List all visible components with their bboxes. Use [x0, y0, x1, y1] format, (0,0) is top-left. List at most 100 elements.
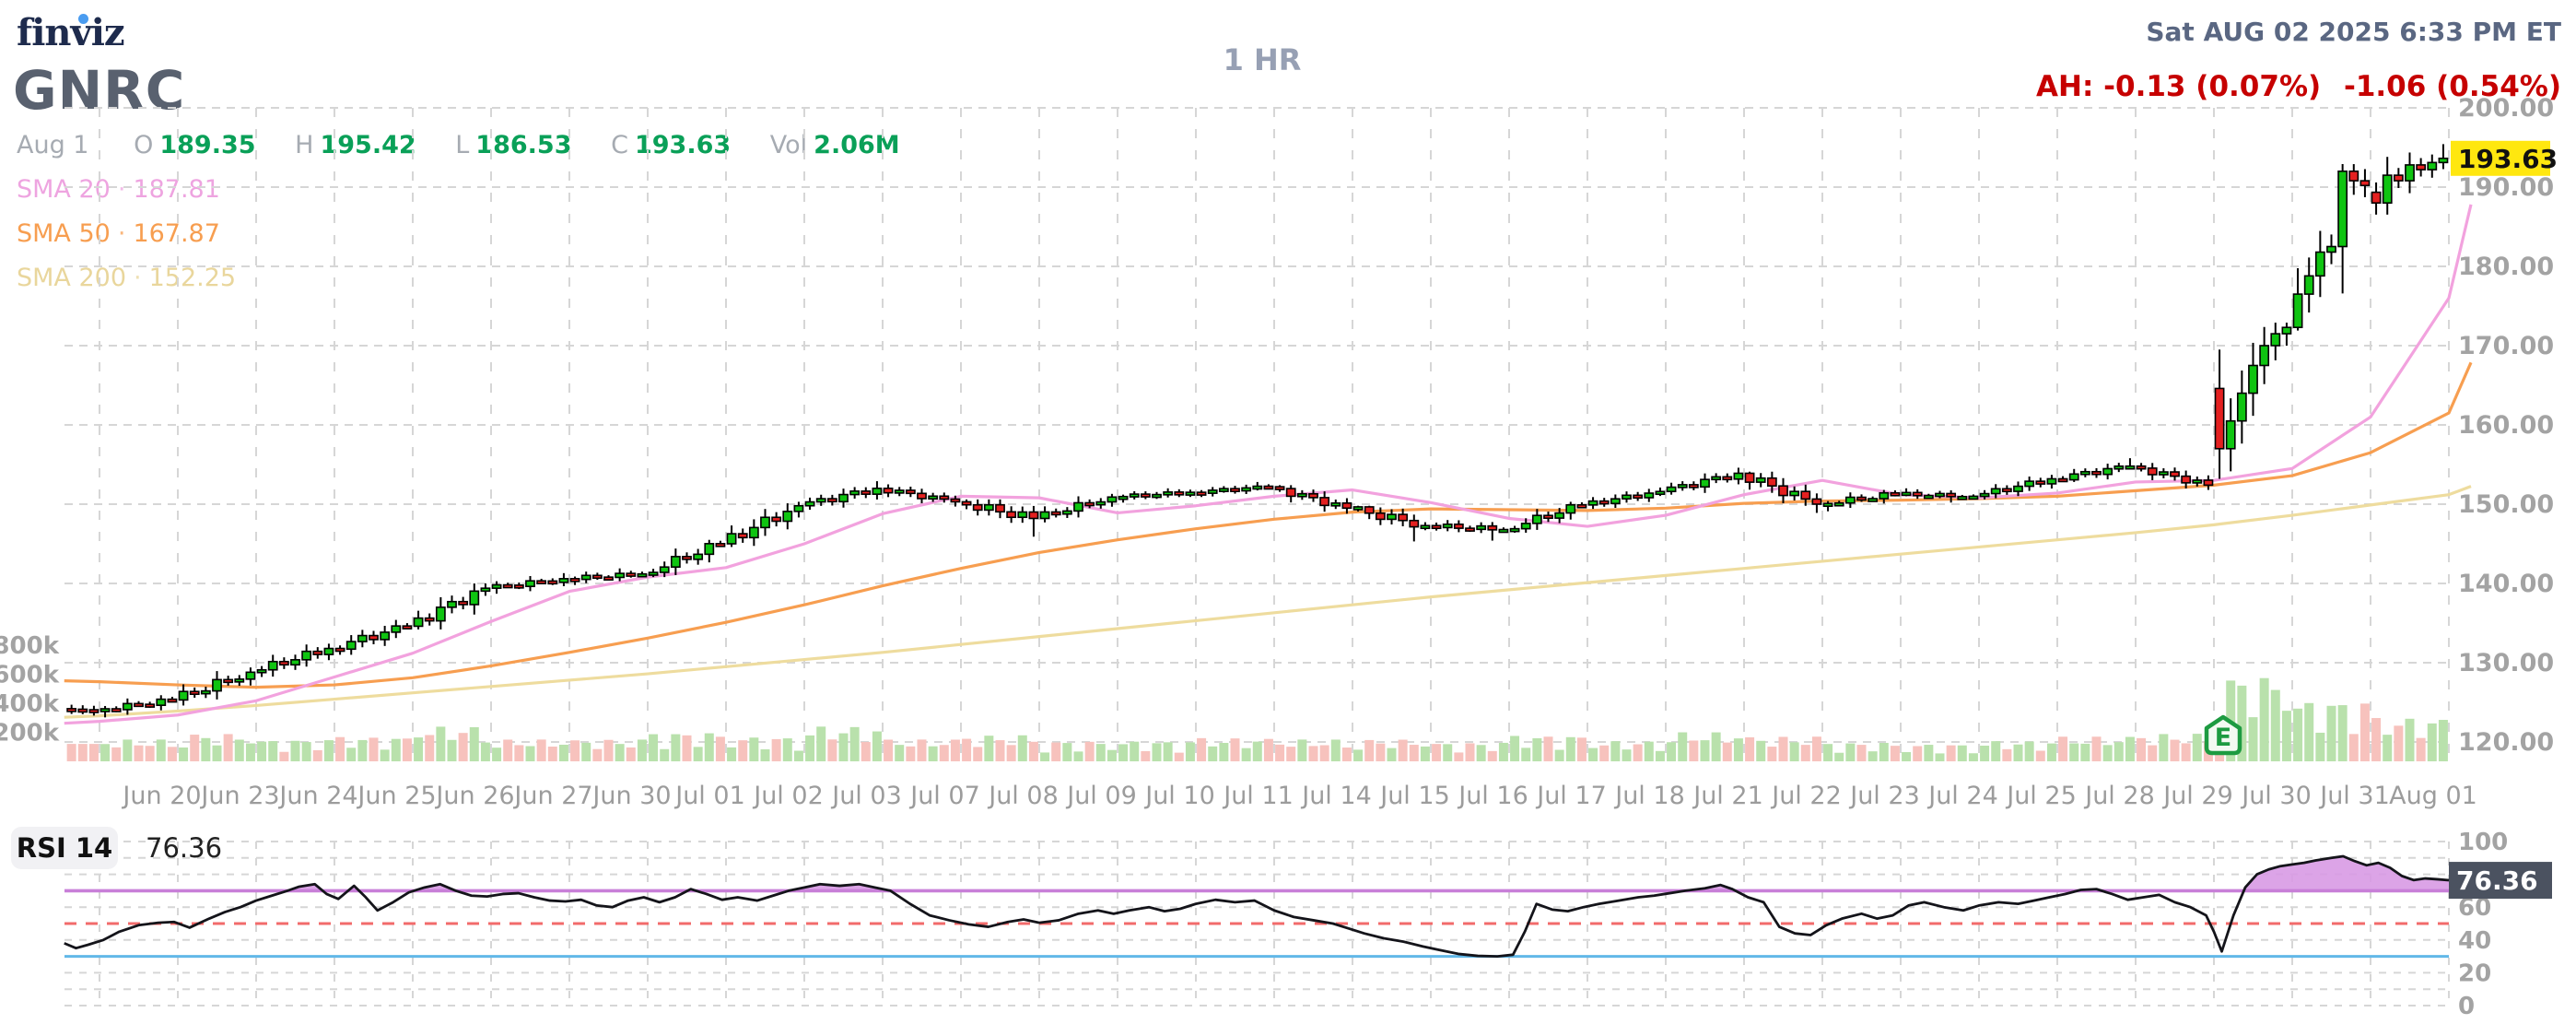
volume-bar	[447, 739, 457, 761]
candle-up	[2158, 471, 2169, 476]
volume-bar	[2405, 718, 2415, 761]
candle-up	[267, 660, 278, 671]
volume-bar	[380, 749, 390, 761]
candle-up	[558, 578, 569, 583]
candle-up	[1442, 523, 1453, 529]
svg-text:120.00: 120.00	[2458, 728, 2554, 757]
svg-text:140.00: 140.00	[2458, 570, 2554, 598]
candle-down	[1856, 496, 1867, 501]
volume-bar	[1588, 748, 1598, 761]
volume-bar	[425, 735, 435, 761]
candle-up	[212, 678, 222, 692]
candle-down	[1308, 492, 1318, 499]
candle-down	[134, 702, 144, 708]
volume-bar	[66, 744, 76, 761]
candle-down	[2371, 191, 2382, 204]
candle-down	[1598, 500, 1610, 505]
candle-up	[1095, 500, 1107, 506]
timeframe-label[interactable]: 1 HR	[1223, 42, 1302, 77]
candle-up	[2113, 465, 2125, 470]
candle-up	[1296, 492, 1307, 498]
svg-text:Jul 31: Jul 31	[2318, 782, 2390, 810]
finviz-logo[interactable]: finviz	[17, 11, 125, 54]
last-price-badge: 193.63	[2451, 140, 2558, 176]
candle-up	[100, 708, 111, 712]
volume-bar	[402, 738, 412, 761]
svg-text:200.00: 200.00	[2458, 94, 2554, 123]
volume-bar	[1376, 743, 1386, 761]
earnings-marker[interactable]: E	[2204, 714, 2242, 756]
earnings-badge-shape	[2204, 714, 2242, 756]
candle-down	[972, 503, 983, 512]
volume-bar	[134, 745, 144, 761]
candle-down	[458, 600, 469, 606]
candle-down	[1744, 472, 1755, 483]
finviz-logo-text: finviz	[17, 11, 125, 54]
volume-bar	[1040, 752, 1050, 761]
candle-up	[2248, 364, 2258, 394]
volume-bar	[1028, 741, 1038, 761]
volume-bar	[1353, 749, 1364, 761]
volume-bar	[816, 726, 826, 761]
grid-layer	[64, 107, 2450, 1007]
volume-bar	[1622, 749, 1632, 761]
volume-bar	[77, 744, 88, 761]
candle-down	[591, 574, 603, 580]
candle-up	[2068, 473, 2079, 481]
volume-bar	[312, 749, 322, 761]
candle-up	[435, 606, 446, 622]
candle-up	[1789, 490, 1800, 497]
volume-bar	[1778, 736, 1788, 761]
volume-bar	[1789, 742, 1799, 761]
candle-up	[1352, 506, 1364, 511]
volume-bar	[928, 746, 938, 761]
candle-up	[380, 631, 391, 641]
volume-bar	[1722, 742, 1732, 761]
svg-text:400k: 400k	[0, 690, 60, 718]
candle-down	[569, 578, 580, 583]
volume-bar	[660, 748, 670, 761]
volume-bar	[2281, 711, 2291, 761]
volume-bar	[2438, 720, 2448, 761]
svg-text:Jul 07: Jul 07	[908, 782, 980, 810]
volume-bar	[2080, 743, 2090, 761]
volume-bar	[2371, 718, 2382, 761]
rsi-value-badge	[2449, 862, 2552, 900]
candle-up	[234, 678, 245, 683]
volume-bar	[2102, 745, 2113, 761]
volume-bar	[693, 747, 703, 761]
volume-bar	[1084, 741, 1095, 761]
volume-bar	[950, 739, 960, 761]
volume-bar	[436, 726, 446, 761]
candle-down	[536, 580, 547, 584]
volume-bar	[1902, 751, 1912, 761]
candle-up	[2013, 485, 2023, 492]
volume-bar	[626, 747, 636, 761]
volume-bar	[1890, 746, 1900, 761]
svg-text:Jul 23: Jul 23	[1848, 782, 1920, 810]
candle-down	[1274, 486, 1285, 490]
candles-layer[interactable]	[66, 144, 2449, 718]
volume-bar	[525, 746, 535, 761]
candle-up	[2270, 333, 2281, 347]
candle-up	[1498, 528, 1509, 534]
volume-bar	[1655, 750, 1665, 761]
rsi-panel[interactable]: 10080604020076.36	[64, 829, 2552, 1020]
volume-bar	[1532, 737, 1542, 761]
volume-bar	[279, 751, 289, 761]
candle-up	[122, 702, 133, 711]
candle-up	[2382, 174, 2393, 205]
volume-bar	[1286, 747, 1296, 761]
candle-up	[413, 617, 424, 628]
candle-down	[1230, 488, 1240, 492]
volume-bar	[1879, 743, 1889, 761]
svg-text:100: 100	[2458, 829, 2508, 856]
candle-down	[2035, 480, 2046, 485]
candle-up	[323, 647, 334, 655]
candle-down	[1800, 490, 1811, 500]
candle-down	[2348, 171, 2359, 182]
candle-up	[782, 511, 793, 523]
rsi-indicator-chip[interactable]: RSI 14 76.36	[11, 827, 222, 869]
volume-bar	[1275, 744, 1285, 761]
